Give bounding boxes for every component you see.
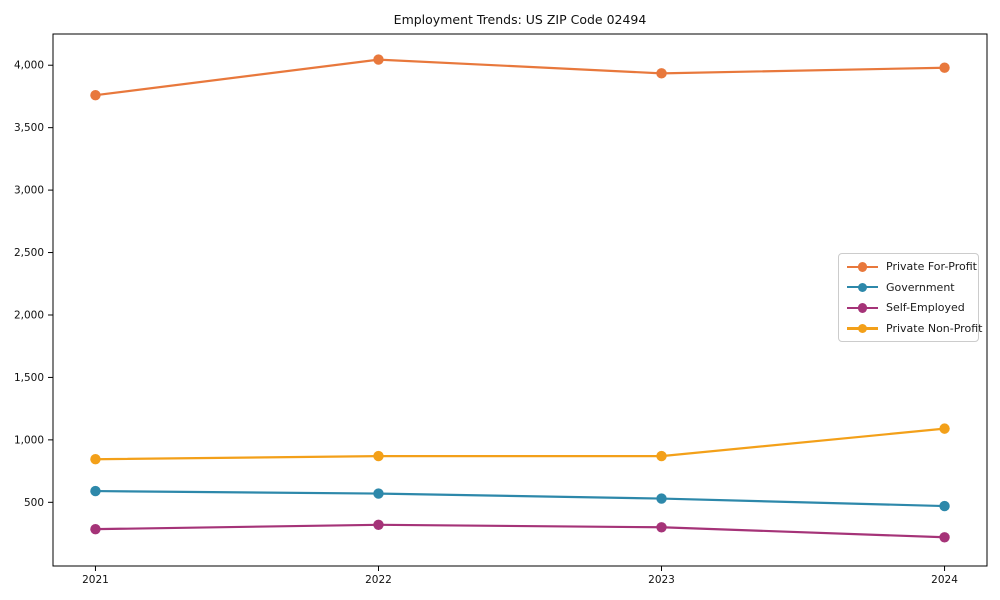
y-tick-label: 2,500	[14, 247, 44, 259]
x-tick-label: 2021	[82, 574, 109, 586]
y-tick-label: 4,000	[14, 60, 44, 72]
data-point	[373, 450, 384, 462]
legend-line-marker-icon	[847, 323, 878, 334]
legend-line-marker-icon	[847, 282, 878, 293]
series-line-government	[95, 489, 945, 508]
legend-entry-private-non-profit: Private Non-Profit	[847, 318, 982, 338]
legend-label: Private Non-Profit	[886, 321, 983, 335]
legend-entry-government: Government	[847, 277, 978, 297]
legend-line-marker-icon	[847, 303, 878, 313]
y-tick-label: 1,500	[14, 372, 44, 384]
data-point	[373, 488, 384, 499]
y-tick-label: 3,000	[14, 185, 44, 197]
data-point	[656, 522, 667, 533]
data-point	[373, 519, 384, 530]
legend: Private For-Profit Government Self-Employe…	[838, 253, 982, 342]
y-tick-label: 3,500	[14, 122, 44, 134]
data-point	[90, 89, 101, 101]
data-point	[656, 450, 667, 462]
y-tick-label: 500	[24, 497, 44, 509]
legend-line-marker-icon	[847, 262, 878, 272]
legend-label: Private For-Profit	[886, 260, 977, 274]
legend-entry-private-for-profit: Private For-Profit	[847, 257, 978, 277]
chart-title: Employment Trends: US ZIP Code 02494	[393, 12, 647, 27]
legend-label: Government	[886, 280, 955, 294]
series-line-private-for-profit	[95, 58, 945, 97]
data-point	[90, 454, 101, 465]
y-tick-label: 1,000	[14, 434, 44, 446]
data-point	[939, 500, 950, 512]
legend-entry-self-employed: Self-Employed	[847, 298, 978, 318]
data-point	[656, 493, 667, 504]
legend-label: Self-Employed	[886, 301, 965, 315]
x-tick-label: 2023	[648, 574, 675, 586]
x-tick-label: 2022	[365, 574, 392, 586]
data-point	[90, 523, 101, 535]
data-point	[656, 68, 667, 79]
axes-frame	[52, 33, 988, 567]
data-point	[939, 532, 950, 543]
data-point	[939, 62, 950, 73]
x-tick-label: 2024	[931, 574, 958, 586]
series-line-self-employed	[95, 523, 945, 539]
data-point	[373, 54, 384, 65]
data-point	[90, 485, 101, 497]
data-point	[939, 423, 950, 434]
y-tick-label: 2,000	[14, 309, 44, 321]
series-line-private-non-profit	[95, 427, 945, 461]
